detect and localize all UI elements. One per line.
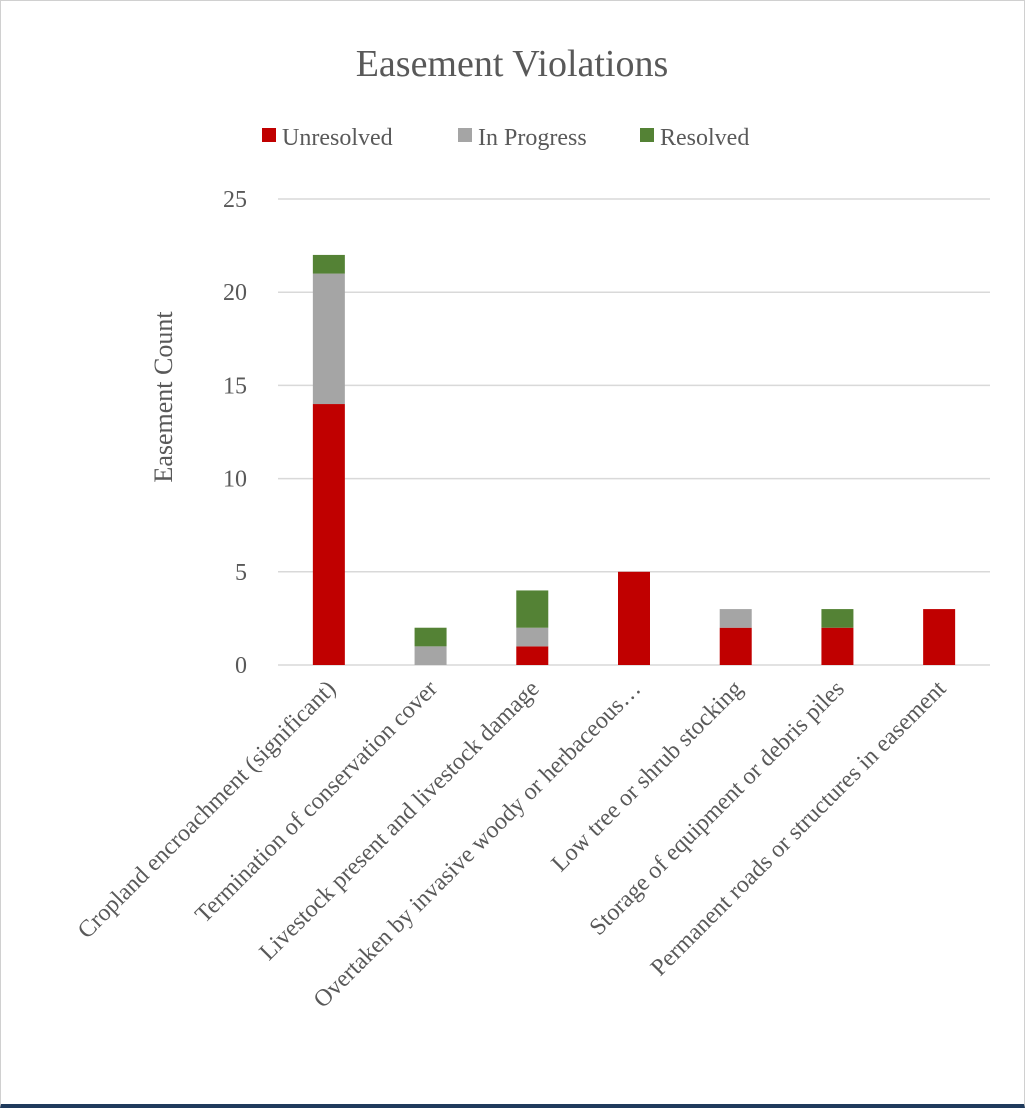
bar-segment-unresolved — [516, 646, 549, 665]
bar-segment-resolved — [516, 590, 549, 628]
y-tick-label: 5 — [235, 560, 247, 586]
y-tick-label: 10 — [223, 467, 247, 493]
y-tick-label: 15 — [223, 373, 247, 399]
bar-segment-unresolved — [312, 404, 345, 665]
legend: Unresolved In Progress Resolved — [262, 125, 749, 151]
legend-swatch — [262, 128, 276, 142]
bar-segment-in-progress — [719, 609, 752, 628]
bar-segment-in-progress — [312, 273, 345, 405]
bar-segment-in-progress — [516, 627, 549, 647]
legend-label: In Progress — [478, 125, 587, 151]
y-tick-label: 0 — [235, 653, 247, 679]
y-axis-label: Easement Count — [149, 311, 178, 483]
bar-segment-resolved — [821, 609, 854, 628]
bar-segment-resolved — [414, 627, 447, 647]
y-tick-label: 25 — [223, 187, 247, 213]
bar-segment-unresolved — [618, 571, 650, 665]
x-tick-label: Low tree or shrub stocking — [547, 676, 748, 877]
bars — [312, 254, 956, 665]
bar-segment-in-progress — [414, 646, 447, 665]
chart-title: Easement Violations — [356, 43, 669, 85]
bar-segment-unresolved — [821, 627, 854, 665]
legend-swatch — [458, 128, 472, 142]
y-tick-label: 20 — [223, 280, 247, 306]
bar-segment-unresolved — [923, 609, 956, 665]
bar-segment-resolved — [312, 254, 345, 274]
legend-label: Unresolved — [282, 125, 393, 151]
x-axis-ticks: Cropland encroachment (significant)Termi… — [73, 676, 952, 1014]
legend-swatch — [640, 128, 654, 142]
legend-label: Resolved — [660, 125, 749, 151]
y-axis-ticks: 0 5 10 15 20 25 — [223, 187, 247, 679]
gridlines — [278, 198, 990, 666]
bar-segment-unresolved — [719, 627, 752, 665]
